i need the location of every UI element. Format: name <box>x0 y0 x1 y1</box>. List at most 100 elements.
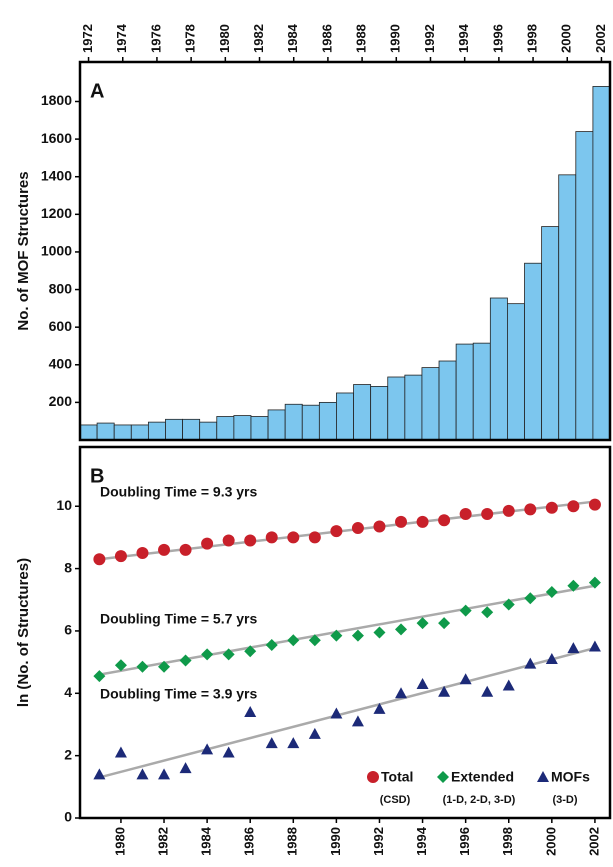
trend-line <box>99 584 596 676</box>
x-tick-label: 1974 <box>114 23 129 53</box>
legend-label: Extended <box>451 769 514 785</box>
point <box>524 592 537 605</box>
point <box>158 543 171 556</box>
x-tick-label: 1996 <box>457 827 472 856</box>
bar <box>438 360 457 441</box>
point <box>373 520 386 533</box>
bar <box>489 297 508 441</box>
point <box>459 508 472 521</box>
x-tick-label: 1994 <box>414 826 429 856</box>
bar <box>387 376 406 441</box>
bar <box>216 416 235 441</box>
point <box>416 617 429 630</box>
point <box>351 629 364 642</box>
point <box>308 727 321 739</box>
legend-marker <box>537 771 549 782</box>
x-tick-label: 1982 <box>155 827 170 856</box>
bar <box>96 422 115 441</box>
trend-line <box>99 646 596 779</box>
x-tick-label: 1996 <box>490 24 505 53</box>
y-tick-label: 6 <box>64 622 72 638</box>
panel-label: B <box>90 465 104 487</box>
x-tick-label: 1992 <box>371 827 386 856</box>
point <box>179 543 192 556</box>
point <box>395 623 408 636</box>
point <box>438 617 451 630</box>
point <box>114 659 127 672</box>
point <box>222 534 235 547</box>
plot-frame <box>78 445 612 820</box>
point <box>545 653 558 664</box>
point <box>502 679 515 691</box>
bar <box>199 421 218 441</box>
x-tick-label: 2002 <box>586 827 601 856</box>
x-tick-label: 1972 <box>80 24 95 53</box>
point <box>308 531 321 544</box>
x-tick-label: 1984 <box>199 826 214 856</box>
point <box>395 687 408 699</box>
bar <box>318 401 337 441</box>
legend-marker <box>437 771 449 783</box>
point <box>545 585 558 598</box>
bar <box>267 409 286 441</box>
legend-label: MOFs <box>551 769 590 785</box>
bar <box>130 424 149 441</box>
bar <box>301 404 320 441</box>
point <box>244 645 257 658</box>
point <box>438 685 451 697</box>
point <box>265 638 278 651</box>
y-tick-label: 600 <box>49 318 73 334</box>
bar <box>165 418 183 441</box>
bar <box>421 367 440 441</box>
x-tick-label: 1976 <box>148 24 163 53</box>
point <box>416 677 429 689</box>
point <box>330 525 343 538</box>
x-tick-label: 1998 <box>500 827 515 856</box>
point <box>567 500 580 513</box>
bar <box>524 262 543 441</box>
x-tick-label: 1990 <box>388 24 403 53</box>
bar <box>147 421 166 441</box>
point <box>524 657 537 669</box>
point <box>567 642 580 654</box>
bar <box>370 386 389 441</box>
point <box>481 606 494 619</box>
x-tick-label: 1988 <box>285 827 300 856</box>
y-tick-label: 1000 <box>41 243 72 259</box>
point <box>244 706 257 717</box>
bar <box>541 226 560 441</box>
legend-marker <box>367 771 379 783</box>
x-tick-label: 1994 <box>456 23 471 53</box>
y-tick-label: 1200 <box>41 205 72 221</box>
point <box>201 648 214 661</box>
bar <box>455 343 474 441</box>
point <box>93 670 106 683</box>
x-tick-label: 1986 <box>319 24 334 53</box>
point <box>114 550 127 563</box>
point <box>351 522 364 535</box>
y-tick-label: 400 <box>49 355 73 371</box>
y-tick-label: 0 <box>64 809 72 825</box>
bar <box>353 384 372 441</box>
point <box>588 576 601 589</box>
x-tick-label: 1982 <box>251 24 266 53</box>
bar <box>284 403 303 441</box>
point <box>265 737 278 749</box>
y-tick-label: 2 <box>64 746 72 762</box>
x-tick-label: 1984 <box>285 23 300 53</box>
point <box>136 768 149 780</box>
bar <box>250 416 269 441</box>
point <box>114 746 127 758</box>
bar <box>233 415 252 441</box>
point <box>373 702 386 714</box>
bar <box>575 131 594 441</box>
trend-line <box>99 500 596 561</box>
annotation: Doubling Time = 3.9 yrs <box>100 686 258 702</box>
y-tick-label: 800 <box>49 280 73 296</box>
legend-sublabel: (CSD) <box>380 794 411 806</box>
annotation: Doubling Time = 9.3 yrs <box>100 484 258 500</box>
bar <box>336 392 354 441</box>
y-tick-label: 4 <box>64 684 72 700</box>
point <box>395 515 408 528</box>
bar <box>507 303 525 441</box>
